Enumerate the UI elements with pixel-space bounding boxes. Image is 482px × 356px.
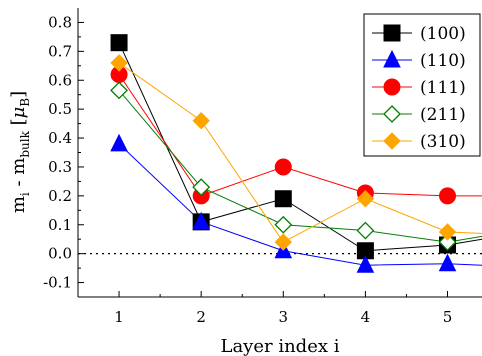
legend-marker-100 xyxy=(383,24,401,42)
legend-marker-211 xyxy=(383,105,401,123)
legend-label-310: (310) xyxy=(420,132,466,152)
x-tick-label: 4 xyxy=(361,308,371,326)
y-tick-label: 0.0 xyxy=(48,245,72,263)
y-tick-label: -0.1 xyxy=(43,274,72,292)
data-point-310 xyxy=(274,233,292,251)
data-point-310 xyxy=(110,54,128,72)
legend-label-111: (111) xyxy=(420,78,466,98)
data-point-110 xyxy=(110,133,128,152)
data-point-110 xyxy=(192,211,210,230)
x-tick-label: 1 xyxy=(114,308,124,326)
tick-labels-layer: -0.1 0.0 0.1 0.2 0.3 0.4 0.5 0.6 0.7 0.8 1 2 3 4 5 xyxy=(43,13,452,326)
data-point-211 xyxy=(438,233,457,252)
y-tick-label: 0.4 xyxy=(48,129,72,147)
axes-layer xyxy=(77,8,482,298)
data-point-111 xyxy=(274,158,292,176)
data-point-211 xyxy=(274,215,293,234)
y-tick-label: 0.2 xyxy=(48,187,72,205)
legend-label-110: (110) xyxy=(420,51,466,71)
y-axis-label: mi - mbulk [μB] xyxy=(8,91,32,213)
data-point-111 xyxy=(439,187,457,205)
data-point-110 xyxy=(438,253,457,272)
data-point-310 xyxy=(356,190,375,208)
y-tick-label: 0.8 xyxy=(48,13,72,31)
legend: (100) (110) (111) (211) (310) xyxy=(363,13,481,157)
y-tick-label: 0.3 xyxy=(48,158,72,176)
x-axis-label: Layer index i xyxy=(221,336,340,356)
legend-label-100: (100) xyxy=(420,24,466,44)
legend-marker-111 xyxy=(383,78,401,96)
data-point-100 xyxy=(274,190,292,208)
series-layer xyxy=(110,34,482,273)
data-point-211 xyxy=(192,178,211,197)
data-point-310 xyxy=(192,112,210,130)
data-point-110 xyxy=(356,255,375,273)
legend-box xyxy=(363,13,481,157)
y-tick-label: 0.1 xyxy=(48,216,72,234)
x-tick-label: 5 xyxy=(443,308,453,326)
data-point-100 xyxy=(110,34,128,52)
legend-marker-310 xyxy=(383,132,401,150)
series-line-110 xyxy=(118,143,482,266)
legend-label-211: (211) xyxy=(420,105,466,125)
x-tick-label: 2 xyxy=(196,308,206,326)
x-tick-label: 3 xyxy=(279,308,289,326)
y-tick-label: 0.6 xyxy=(48,71,72,89)
y-tick-label: 0.5 xyxy=(48,100,72,118)
data-point-211 xyxy=(356,221,375,240)
y-tick-label: 0.7 xyxy=(48,42,72,60)
legend-marker-110 xyxy=(383,49,401,68)
data-point-310 xyxy=(438,223,457,241)
data-point-211 xyxy=(110,81,128,100)
